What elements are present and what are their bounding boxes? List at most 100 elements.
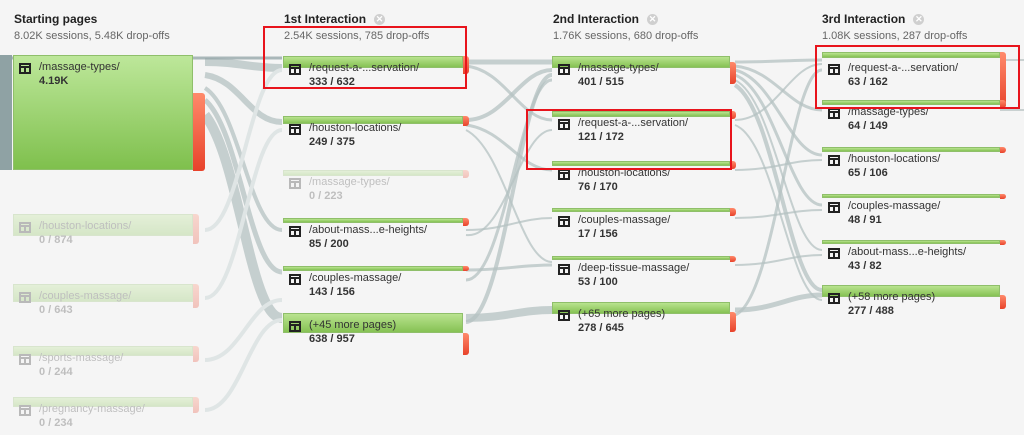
node-page: /houston-locations/ — [578, 167, 671, 179]
third-node-massage-types[interactable]: /massage-types/ 64 / 149 — [822, 100, 1018, 132]
page-table-icon — [19, 405, 31, 416]
page-table-icon — [558, 64, 570, 75]
dropoff-indicator — [1000, 52, 1006, 108]
node-count: 121 / 172 — [578, 131, 624, 143]
third-node-more-pages[interactable]: (+58 more pages) 277 / 488 — [822, 285, 1018, 321]
node-page: /request-a-...servation/ — [578, 117, 689, 129]
column-header-3rd: 3rd Interaction ✕ 1.08K sessions, 287 dro… — [822, 12, 967, 42]
node-count: 4.19K — [39, 75, 69, 87]
dropoff-indicator — [730, 111, 736, 119]
page-table-icon — [289, 321, 301, 332]
node-page: /about-mass...e-heights/ — [848, 246, 967, 258]
page-table-icon — [289, 226, 301, 237]
second-node-massage-types[interactable]: /massage-types/ 401 / 515 — [552, 56, 742, 88]
page-table-icon — [828, 202, 840, 213]
dropoff-indicator — [1000, 147, 1006, 153]
second-node-couples-massage[interactable]: /couples-massage/ 17 / 156 — [552, 208, 742, 240]
node-page: (+45 more pages) — [309, 319, 397, 331]
first-node-more-pages[interactable]: (+45 more pages) 638 / 957 — [283, 313, 473, 355]
node-page: /massage-types/ — [39, 61, 120, 73]
node-page: /couples-massage/ — [309, 272, 402, 284]
dropoff-indicator — [730, 208, 736, 216]
node-count: 48 / 91 — [848, 214, 882, 226]
node-count: 249 / 375 — [309, 136, 355, 148]
node-count: 0 / 874 — [39, 234, 73, 246]
remove-step-icon[interactable]: ✕ — [647, 14, 659, 25]
node-page: /couples-massage/ — [578, 214, 671, 226]
dropoff-indicator — [193, 93, 205, 171]
second-node-houston-locations[interactable]: /houston-locations/ 76 / 170 — [552, 161, 742, 193]
dropoff-indicator — [193, 397, 199, 413]
first-node-about-massage-heights[interactable]: /about-mass...e-heights/ 85 / 200 — [283, 218, 473, 250]
node-count: 65 / 106 — [848, 167, 888, 179]
third-node-request-a-reservation[interactable]: /request-a-...servation/ 63 / 162 — [822, 52, 1018, 108]
node-count: 278 / 645 — [578, 322, 624, 334]
column-title: 2nd Interaction — [553, 12, 640, 26]
node-page: (+65 more pages) — [578, 308, 666, 320]
dropoff-indicator — [1000, 240, 1006, 245]
start-node-houston-locations[interactable]: /houston-locations/ 0 / 874 — [13, 214, 211, 246]
dropoff-indicator — [193, 284, 199, 308]
page-table-icon — [828, 64, 840, 75]
node-count: 333 / 632 — [309, 76, 355, 88]
page-table-icon — [19, 354, 31, 365]
page-table-icon — [558, 264, 570, 275]
node-count: 0 / 244 — [39, 366, 73, 378]
page-table-icon — [828, 293, 840, 304]
node-count: 17 / 156 — [578, 228, 618, 240]
dropoff-indicator — [463, 333, 469, 355]
first-node-couples-massage[interactable]: /couples-massage/ 143 / 156 — [283, 266, 473, 298]
start-node-couples-massage[interactable]: /couples-massage/ 0 / 643 — [13, 284, 211, 316]
page-table-icon — [558, 216, 570, 227]
first-node-houston-locations[interactable]: /houston-locations/ 249 / 375 — [283, 116, 473, 148]
start-node-pregnancy-massage[interactable]: /pregnancy-massage/ 0 / 234 — [13, 397, 211, 429]
column-title: 3rd Interaction — [822, 12, 906, 26]
column-header-1st: 1st Interaction ✕ 2.54K sessions, 785 dro… — [284, 12, 429, 42]
remove-step-icon[interactable]: ✕ — [913, 14, 925, 25]
third-node-about-massage-heights[interactable]: /about-mass...e-heights/ 43 / 82 — [822, 240, 1018, 272]
page-table-icon — [19, 292, 31, 303]
node-count: 0 / 223 — [309, 190, 343, 202]
page-table-icon — [289, 64, 301, 75]
third-node-houston-locations[interactable]: /houston-locations/ 65 / 106 — [822, 147, 1018, 179]
node-page: /request-a-...servation/ — [309, 62, 420, 74]
node-count: 143 / 156 — [309, 286, 355, 298]
dropoff-indicator — [730, 312, 736, 332]
page-table-icon — [828, 108, 840, 119]
column-summary: 8.02K sessions, 5.48K drop-offs — [14, 30, 170, 42]
node-count: 53 / 100 — [578, 276, 618, 288]
column-summary: 1.08K sessions, 287 drop-offs — [822, 30, 968, 42]
highlight-box-1st-interaction — [263, 26, 467, 89]
column-header-2nd: 2nd Interaction ✕ 1.76K sessions, 680 dro… — [553, 12, 698, 42]
dropoff-indicator — [463, 170, 469, 178]
third-node-couples-massage[interactable]: /couples-massage/ 48 / 91 — [822, 194, 1018, 226]
node-page: /couples-massage/ — [848, 200, 941, 212]
start-node-sports-massage[interactable]: /sports-massage/ 0 / 244 — [13, 346, 211, 378]
node-page: /massage-types/ — [309, 176, 390, 188]
dropoff-indicator — [730, 62, 736, 84]
node-page: /couples-massage/ — [39, 290, 132, 302]
dropoff-indicator — [463, 218, 469, 226]
node-page: /houston-locations/ — [39, 220, 132, 232]
remove-step-icon[interactable]: ✕ — [374, 14, 386, 25]
second-node-more-pages[interactable]: (+65 more pages) 278 / 645 — [552, 302, 742, 338]
page-table-icon — [558, 119, 570, 130]
page-table-icon — [828, 248, 840, 259]
node-count: 277 / 488 — [848, 305, 894, 317]
second-node-deep-tissue-massage[interactable]: /deep-tissue-massage/ 53 / 100 — [552, 256, 742, 288]
node-page: /sports-massage/ — [39, 352, 124, 364]
column-title: Starting pages — [14, 12, 98, 26]
node-count: 64 / 149 — [848, 120, 888, 132]
dropoff-indicator — [193, 346, 199, 362]
dropoff-indicator — [1000, 100, 1006, 108]
start-node-massage-types[interactable]: /massage-types/ 4.19K — [13, 55, 211, 175]
dropoff-indicator — [730, 161, 736, 169]
node-page: /massage-types/ — [848, 106, 929, 118]
node-page: (+58 more pages) — [848, 291, 936, 303]
second-node-request-a-reservation[interactable]: /request-a-...servation/ 121 / 172 — [552, 111, 742, 143]
highlight-box-3rd-interaction — [815, 45, 1020, 109]
first-node-massage-types[interactable]: /massage-types/ 0 / 223 — [283, 170, 473, 202]
node-count: 0 / 643 — [39, 304, 73, 316]
